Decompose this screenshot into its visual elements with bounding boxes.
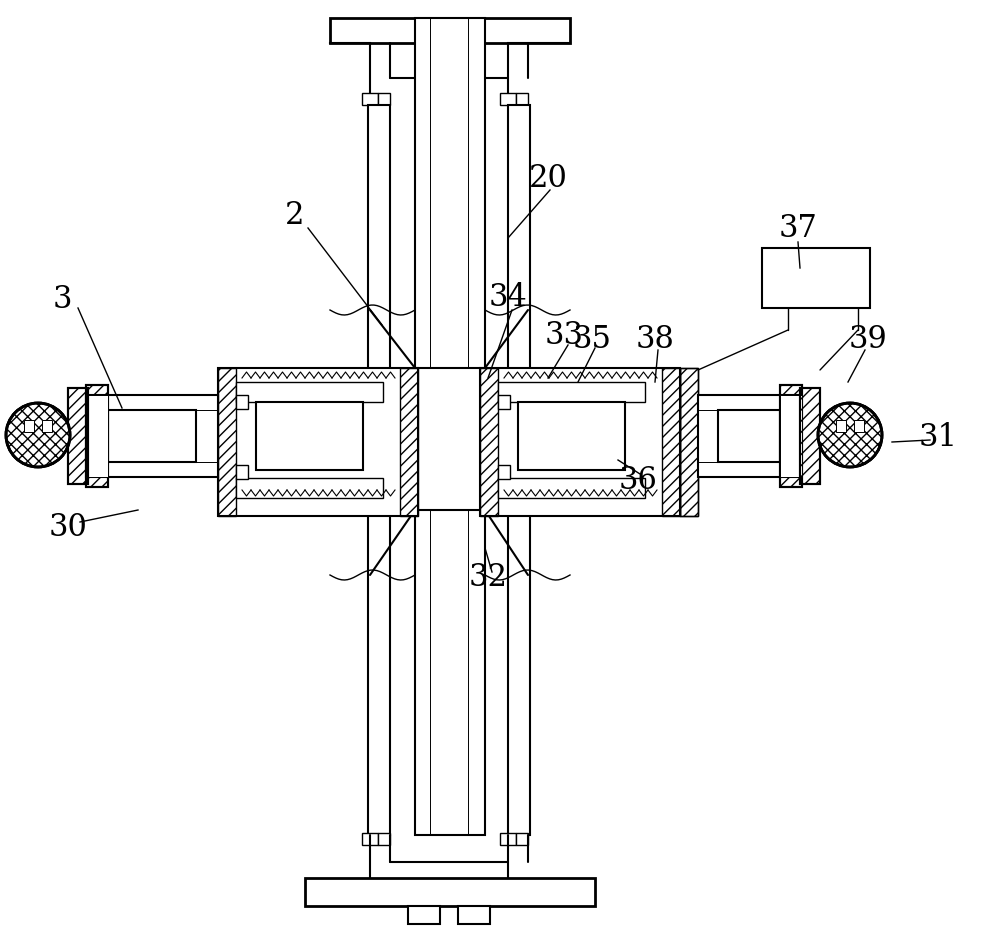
Text: 30: 30 — [49, 513, 87, 544]
Bar — [498, 382, 645, 402]
Text: 38: 38 — [636, 325, 674, 356]
Bar — [42, 420, 52, 432]
Text: 37: 37 — [779, 213, 817, 244]
Bar — [836, 420, 846, 432]
Bar — [718, 410, 780, 462]
Bar — [680, 368, 698, 516]
Bar — [780, 385, 802, 487]
Bar — [368, 105, 390, 835]
Bar — [218, 368, 418, 516]
Bar — [68, 388, 88, 484]
Bar — [516, 833, 528, 845]
Bar — [480, 368, 498, 516]
Text: 36: 36 — [619, 465, 657, 496]
Bar — [516, 93, 528, 105]
Bar — [762, 248, 870, 308]
Bar — [780, 395, 802, 477]
Bar — [236, 382, 383, 402]
Bar — [362, 93, 378, 105]
Bar — [498, 465, 510, 479]
Text: 35: 35 — [572, 325, 612, 356]
Bar — [458, 906, 490, 924]
Bar — [236, 478, 383, 498]
Bar — [236, 395, 248, 409]
Bar — [68, 388, 88, 484]
Bar — [86, 395, 108, 477]
Bar — [330, 18, 570, 43]
Text: 31: 31 — [918, 422, 958, 453]
Text: 3: 3 — [52, 284, 72, 315]
Bar — [86, 395, 218, 477]
Circle shape — [6, 403, 70, 467]
Bar — [415, 510, 485, 835]
Bar — [256, 402, 363, 470]
Bar — [236, 465, 248, 479]
Bar — [305, 878, 595, 906]
Bar — [378, 833, 390, 845]
Text: 33: 33 — [544, 320, 584, 350]
Bar — [378, 93, 390, 105]
Bar — [498, 395, 510, 409]
Bar — [800, 388, 820, 484]
Bar — [400, 368, 418, 516]
Bar — [680, 368, 698, 516]
Bar — [24, 420, 34, 432]
Text: 32: 32 — [468, 563, 508, 594]
Text: 39: 39 — [849, 325, 887, 356]
Text: 20: 20 — [529, 163, 567, 194]
Bar — [108, 410, 196, 462]
Bar — [408, 906, 440, 924]
Circle shape — [818, 403, 882, 467]
Bar — [86, 385, 108, 487]
Bar — [415, 18, 485, 368]
Bar — [500, 833, 516, 845]
Text: 34: 34 — [489, 282, 527, 313]
Bar — [86, 385, 108, 487]
Bar — [854, 420, 864, 432]
Polygon shape — [485, 310, 528, 368]
Bar — [780, 385, 802, 487]
Polygon shape — [370, 310, 415, 368]
Bar — [508, 105, 530, 835]
Bar — [800, 388, 820, 484]
Bar — [480, 368, 680, 516]
Bar — [218, 368, 236, 516]
Bar — [698, 395, 798, 477]
Bar — [498, 478, 645, 498]
Bar — [500, 93, 516, 105]
Bar — [518, 402, 625, 470]
Bar — [662, 368, 680, 516]
Text: 2: 2 — [285, 199, 305, 231]
Bar — [362, 833, 378, 845]
